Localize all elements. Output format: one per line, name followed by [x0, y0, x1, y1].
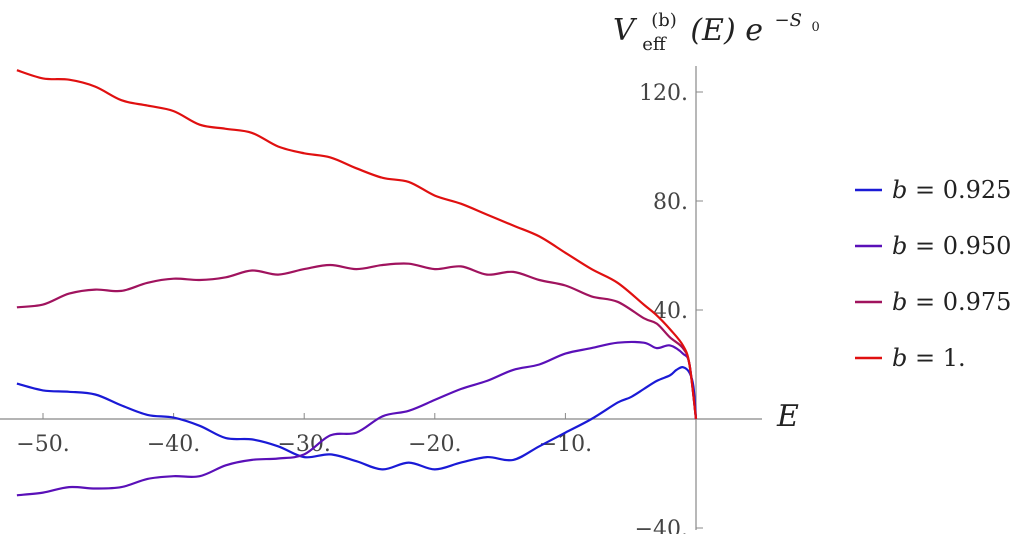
series-line-3	[16, 262, 698, 420]
y-title-main: V	[613, 13, 638, 48]
legend: b = 0.925 b = 0.950 b = 0.975 b = 1.	[855, 176, 1011, 372]
y-title-sub: eff	[642, 34, 667, 55]
legend-label: b = 1.	[892, 344, 966, 372]
series-line-1	[16, 366, 698, 471]
svg-text:V eff (b) (E: V eff (b) (E) e −S 0	[613, 0, 820, 58]
y-title-args: (E) e	[690, 13, 763, 48]
x-tick-label: −30.	[277, 432, 330, 457]
series-lines	[16, 69, 698, 497]
axes	[0, 66, 762, 530]
y-title-exp-sub: 0	[811, 20, 819, 35]
y-title-exp: −S	[775, 10, 802, 31]
legend-label: b = 0.950	[892, 232, 1011, 260]
x-tick-label: −40.	[147, 432, 200, 457]
y-title-sup: (b)	[651, 10, 677, 31]
x-ticks: −50. −40. −30. −20. −10.	[16, 413, 592, 457]
y-tick-label: −40.	[635, 517, 688, 534]
y-ticks: −40. 40. 80. 120.	[635, 81, 703, 534]
x-tick-label: −20.	[408, 432, 461, 457]
y-axis-title: V eff (b) (E) e −S 0	[613, 0, 820, 58]
legend-label: b = 0.925	[892, 176, 1011, 204]
x-axis-title: E	[776, 399, 799, 434]
x-tick-label: −10.	[539, 432, 592, 457]
y-tick-label: 80.	[653, 190, 688, 215]
series-line-4	[16, 69, 698, 420]
x-tick-label: −50.	[16, 432, 69, 457]
legend-label: b = 0.975	[892, 288, 1011, 316]
series-line-2	[16, 340, 698, 497]
y-tick-label: 120.	[639, 81, 688, 106]
y-tick-label: 40.	[653, 299, 688, 324]
